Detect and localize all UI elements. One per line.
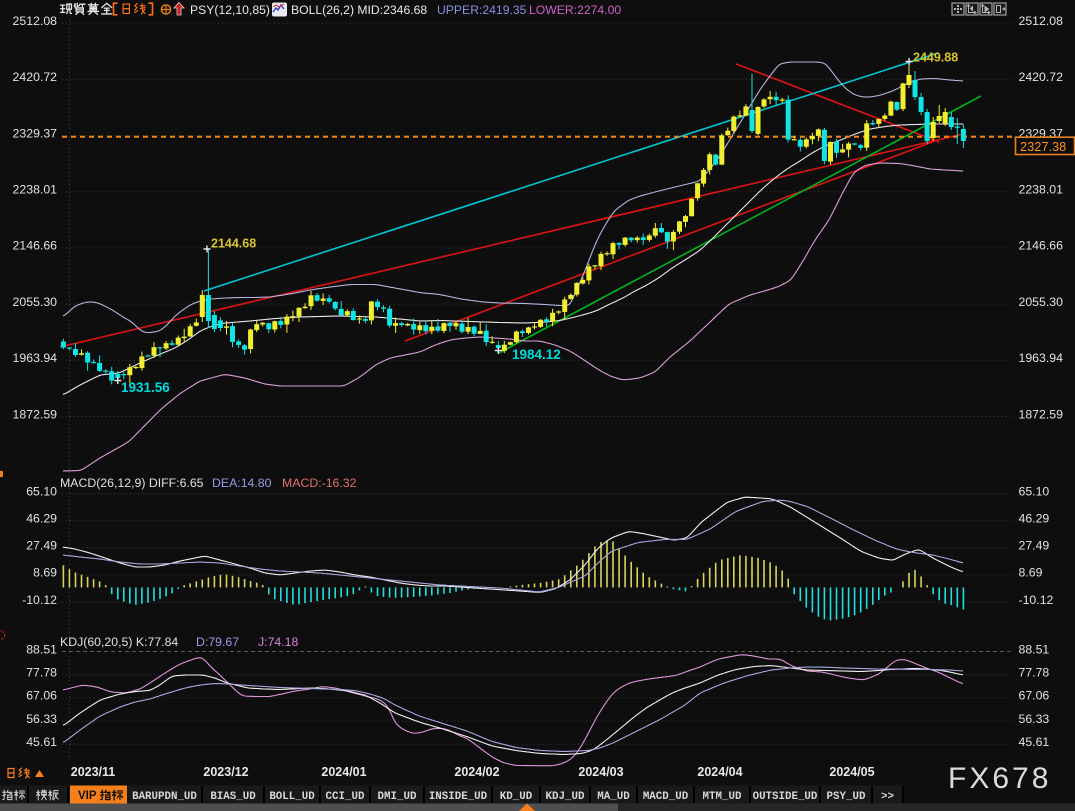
svg-text:56.33: 56.33 [1019,712,1050,726]
svg-text:DMI_UD: DMI_UD [378,791,417,803]
svg-text:1984.12: 1984.12 [512,347,561,362]
svg-text:2238.01: 2238.01 [1019,183,1064,197]
svg-text:67.06: 67.06 [26,689,57,703]
svg-text:BOLL(26,2) MID:2346.68: BOLL(26,2) MID:2346.68 [291,3,427,17]
svg-text:2327.38: 2327.38 [1020,139,1066,154]
svg-text:65.10: 65.10 [26,484,57,498]
svg-text:MACD:-16.32: MACD:-16.32 [282,476,357,490]
svg-text:2449.88: 2449.88 [913,51,958,65]
svg-text:67.06: 67.06 [1019,689,1050,703]
svg-text:J:74.18: J:74.18 [258,635,298,649]
svg-text:FX678: FX678 [948,762,1051,795]
svg-text:LOWER:2274.00: LOWER:2274.00 [529,3,621,17]
svg-text:2024/02: 2024/02 [454,765,499,779]
svg-text:2024/05: 2024/05 [829,765,874,779]
svg-text:8.69: 8.69 [33,566,57,580]
svg-text:2238.01: 2238.01 [13,183,58,197]
svg-text:2055.30: 2055.30 [1019,295,1064,309]
svg-text:2023/11: 2023/11 [71,765,116,779]
svg-text:OUTSIDE_UD: OUTSIDE_UD [753,791,818,803]
svg-text:UPPER:2419.35: UPPER:2419.35 [437,3,527,17]
svg-text:1872.59: 1872.59 [1019,407,1064,421]
svg-text:DEA:14.80: DEA:14.80 [212,476,272,490]
svg-text:BOLL_UD: BOLL_UD [269,791,315,803]
svg-text:2055.30: 2055.30 [13,295,58,309]
svg-text:D:79.67: D:79.67 [196,635,239,649]
svg-text:2512.08: 2512.08 [13,14,58,28]
svg-text:2146.66: 2146.66 [13,239,58,253]
svg-text:65.10: 65.10 [1019,484,1050,498]
svg-text:46.29: 46.29 [1019,512,1050,526]
svg-text:2329.37: 2329.37 [13,126,58,140]
svg-text:77.78: 77.78 [1019,666,1050,680]
svg-text:MACD_UD: MACD_UD [643,791,689,803]
svg-text:2024/03: 2024/03 [578,765,623,779]
svg-text:2146.66: 2146.66 [1019,239,1064,253]
svg-text:2024/01: 2024/01 [321,765,366,779]
svg-text:2420.72: 2420.72 [1019,70,1064,84]
svg-text:1963.94: 1963.94 [1019,351,1064,365]
svg-text:56.33: 56.33 [26,712,57,726]
svg-text:CCI_UD: CCI_UD [326,791,365,803]
svg-text:2024/04: 2024/04 [697,765,742,779]
svg-text:-10.12: -10.12 [1019,593,1054,607]
svg-text:27.49: 27.49 [1019,539,1050,553]
svg-text:1963.94: 1963.94 [13,351,58,365]
svg-text:88.51: 88.51 [26,642,57,656]
svg-text:45.61: 45.61 [26,735,57,749]
svg-text:2144.68: 2144.68 [211,237,256,251]
svg-text:46.29: 46.29 [26,512,57,526]
svg-text:MTM_UD: MTM_UD [703,791,742,803]
svg-text:INSIDE_UD: INSIDE_UD [429,791,488,803]
svg-text:2023/12: 2023/12 [203,765,248,779]
svg-text:KDJ_UD: KDJ_UD [546,791,585,803]
svg-text:PSY(12,10,85): PSY(12,10,85) [190,3,270,17]
svg-text:PSY_UD: PSY_UD [827,791,866,803]
svg-text:77.78: 77.78 [26,666,57,680]
svg-text:8.69: 8.69 [1019,566,1043,580]
svg-text:VIP: VIP [78,790,97,802]
svg-text:KD_UD: KD_UD [500,791,533,803]
svg-text:1872.59: 1872.59 [13,407,58,421]
svg-text:BIAS_UD: BIAS_UD [210,791,256,803]
svg-text:-10.12: -10.12 [22,593,57,607]
svg-text:1931.56: 1931.56 [121,380,170,395]
svg-text:MACD(26,12,9) DIFF:6.65: MACD(26,12,9) DIFF:6.65 [60,476,204,490]
svg-text:2420.72: 2420.72 [13,70,58,84]
svg-text:KDJ(60,20,5) K:77.84: KDJ(60,20,5) K:77.84 [60,635,178,649]
svg-text:2512.08: 2512.08 [1019,14,1064,28]
svg-text:45.61: 45.61 [1019,735,1050,749]
svg-text:27.49: 27.49 [26,539,57,553]
svg-text:BARUPDN_UD: BARUPDN_UD [132,791,197,803]
svg-text:88.51: 88.51 [1019,642,1050,656]
svg-text:MA_UD: MA_UD [597,791,630,803]
svg-text:>>: >> [881,791,894,803]
